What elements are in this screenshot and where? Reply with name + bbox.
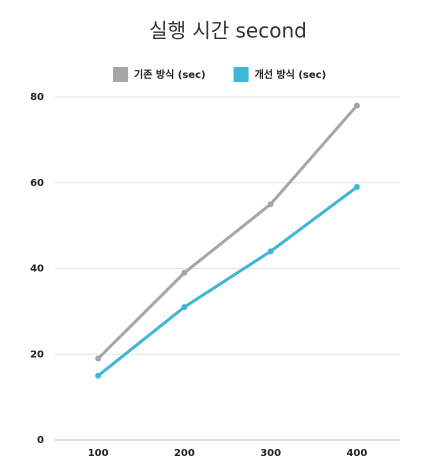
x-tick-label: 400 — [346, 448, 367, 459]
y-tick-label: 0 — [37, 435, 44, 446]
chart-title: 실행 시간 second — [149, 19, 307, 43]
data-point — [267, 201, 274, 208]
legend-label: 기존 방식 (sec) — [134, 68, 206, 81]
x-tick-label: 100 — [88, 448, 109, 459]
series-line — [97, 104, 359, 360]
y-tick-label: 40 — [30, 264, 44, 275]
data-point — [353, 184, 360, 191]
data-point — [95, 372, 102, 379]
data-point — [267, 248, 274, 255]
data-point — [353, 102, 360, 109]
series-line — [97, 185, 358, 377]
data-point — [181, 269, 188, 276]
legend-swatch — [113, 67, 128, 82]
y-tick-label: 60 — [30, 178, 44, 189]
x-tick-label: 200 — [174, 448, 195, 459]
data-point — [181, 304, 188, 311]
legend-label: 개선 방식 (sec) — [255, 68, 327, 81]
x-tick-label: 300 — [260, 448, 281, 459]
data-point — [95, 355, 102, 362]
y-tick-label: 20 — [30, 349, 44, 360]
legend-swatch — [233, 67, 249, 82]
y-tick-label: 80 — [30, 92, 44, 103]
